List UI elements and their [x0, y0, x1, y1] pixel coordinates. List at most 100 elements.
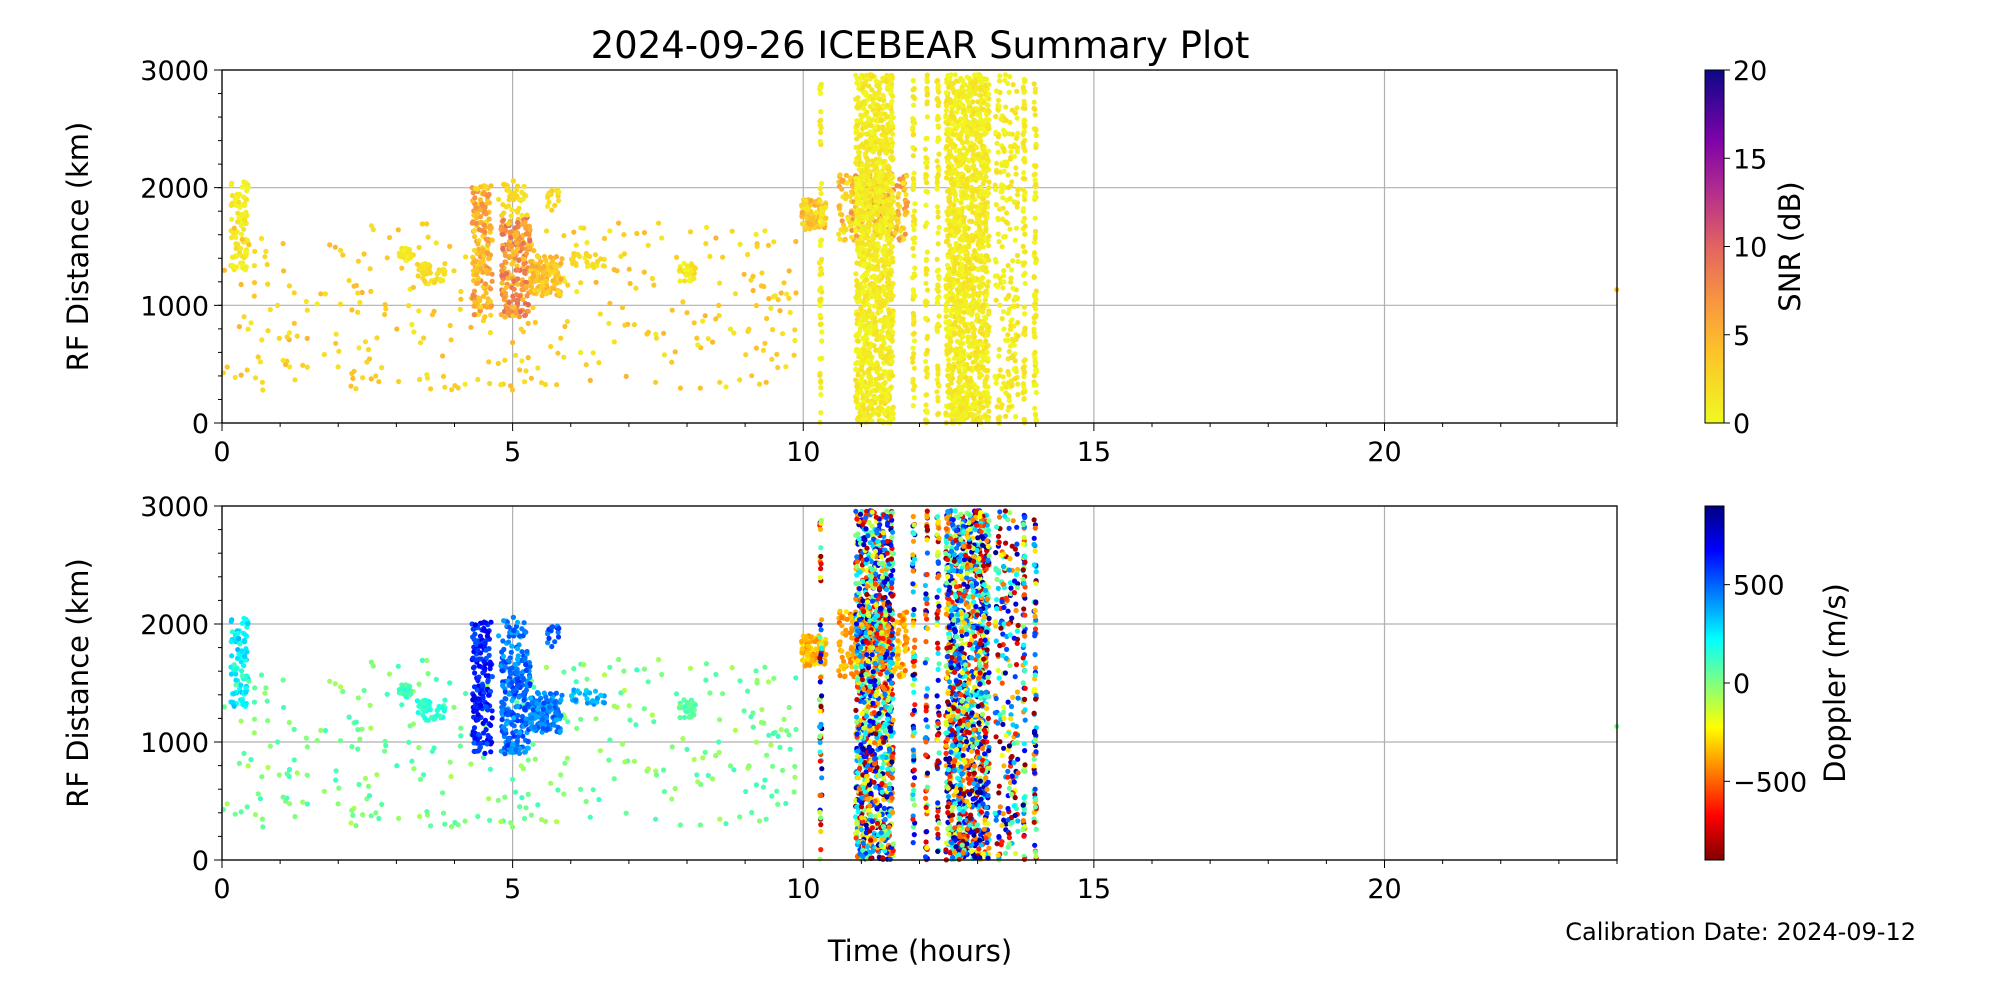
- data-point: [984, 403, 990, 409]
- data-point: [396, 250, 402, 256]
- data-point: [1006, 348, 1012, 355]
- data-point: [362, 775, 368, 782]
- data-point: [934, 179, 941, 185]
- data-point: [859, 378, 865, 384]
- data-point: [713, 316, 719, 322]
- data-point: [953, 351, 960, 358]
- data-point: [944, 79, 950, 85]
- data-point: [440, 373, 447, 379]
- data-point: [957, 378, 963, 384]
- data-point: [673, 254, 680, 260]
- data-point: [983, 226, 989, 232]
- data-point: [692, 265, 698, 271]
- data-point: [321, 788, 327, 794]
- data-point: [482, 314, 488, 320]
- data-point: [886, 309, 893, 315]
- data-point: [653, 816, 659, 822]
- data-point: [818, 385, 824, 391]
- data-point: [872, 145, 879, 151]
- data-point: [774, 788, 780, 794]
- data-point: [547, 254, 554, 260]
- data-point: [950, 375, 956, 381]
- data-point: [947, 148, 953, 154]
- data-point: [951, 122, 957, 128]
- data-point: [672, 349, 678, 355]
- data-point: [621, 687, 628, 694]
- data-point: [854, 283, 860, 289]
- data-point: [525, 355, 531, 361]
- data-point: [750, 287, 756, 294]
- data-point: [889, 196, 895, 202]
- data-point: [1032, 300, 1038, 306]
- data-point: [231, 225, 237, 231]
- data-point: [924, 333, 931, 339]
- data-point: [1006, 89, 1012, 95]
- data-point: [1031, 99, 1037, 105]
- data-point: [945, 262, 951, 268]
- data-point: [1032, 235, 1038, 242]
- data-point: [889, 338, 895, 344]
- data-point: [936, 99, 942, 105]
- data-point: [562, 323, 568, 330]
- data-point: [597, 311, 603, 317]
- data-point: [243, 264, 249, 270]
- data-point: [519, 281, 525, 287]
- top-axes-frame: [221, 69, 1618, 424]
- data-point: [1006, 306, 1013, 312]
- data-point: [1033, 144, 1039, 151]
- data-point: [857, 329, 863, 335]
- data-point: [483, 211, 489, 217]
- data-point: [327, 242, 333, 248]
- data-point: [368, 223, 374, 229]
- data-point: [1022, 223, 1028, 229]
- data-point: [556, 189, 562, 195]
- data-point: [590, 350, 596, 356]
- data-point: [511, 251, 517, 257]
- data-point: [766, 296, 772, 302]
- data-point: [870, 208, 876, 214]
- data-point: [923, 268, 929, 274]
- data-point: [995, 283, 1001, 290]
- data-point: [543, 228, 550, 234]
- data-point: [873, 294, 879, 300]
- data-point: [868, 141, 874, 148]
- data-point: [314, 738, 320, 744]
- data-point: [881, 97, 887, 103]
- data-point: [911, 395, 917, 401]
- data-point: [946, 198, 952, 204]
- data-point: [442, 821, 448, 827]
- data-point: [336, 785, 342, 791]
- data-point: [818, 267, 824, 273]
- data-point: [499, 262, 505, 269]
- data-point: [584, 259, 590, 265]
- data-point: [488, 312, 494, 318]
- data-point: [953, 91, 959, 97]
- data-point: [945, 367, 951, 373]
- data-point: [954, 109, 960, 115]
- data-point: [838, 227, 844, 233]
- data-point: [238, 372, 244, 378]
- data-point: [419, 221, 425, 227]
- data-point: [488, 225, 494, 232]
- data-point: [1002, 72, 1009, 78]
- data-point: [531, 287, 538, 294]
- data-point: [967, 90, 973, 96]
- data-point: [275, 739, 281, 745]
- data-point: [860, 403, 866, 409]
- data-point: [924, 72, 930, 78]
- data-point: [870, 411, 876, 417]
- data-point: [783, 364, 789, 370]
- data-point: [910, 183, 917, 189]
- data-point: [1005, 407, 1011, 413]
- data-point: [817, 138, 823, 144]
- data-point: [863, 385, 869, 391]
- data-point: [415, 273, 421, 279]
- data-point: [886, 270, 893, 277]
- data-point: [943, 175, 950, 181]
- data-point: [902, 186, 908, 192]
- data-point: [447, 243, 453, 249]
- top-points: [220, 72, 1620, 426]
- data-point: [994, 160, 1000, 166]
- data-point: [984, 193, 990, 199]
- data-point: [365, 346, 372, 353]
